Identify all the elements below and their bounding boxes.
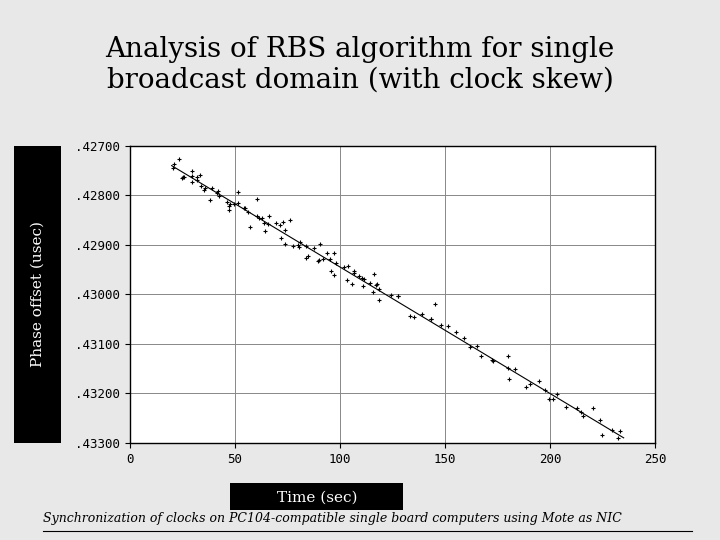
Text: Phase offset (usec): Phase offset (usec) bbox=[31, 221, 45, 367]
Text: Analysis of RBS algorithm for single
broadcast domain (with clock skew): Analysis of RBS algorithm for single bro… bbox=[105, 36, 615, 94]
Text: Synchronization of clocks on PC104-compatible single board computers using Mote : Synchronization of clocks on PC104-compa… bbox=[42, 512, 621, 525]
Text: Time (sec): Time (sec) bbox=[276, 491, 357, 505]
